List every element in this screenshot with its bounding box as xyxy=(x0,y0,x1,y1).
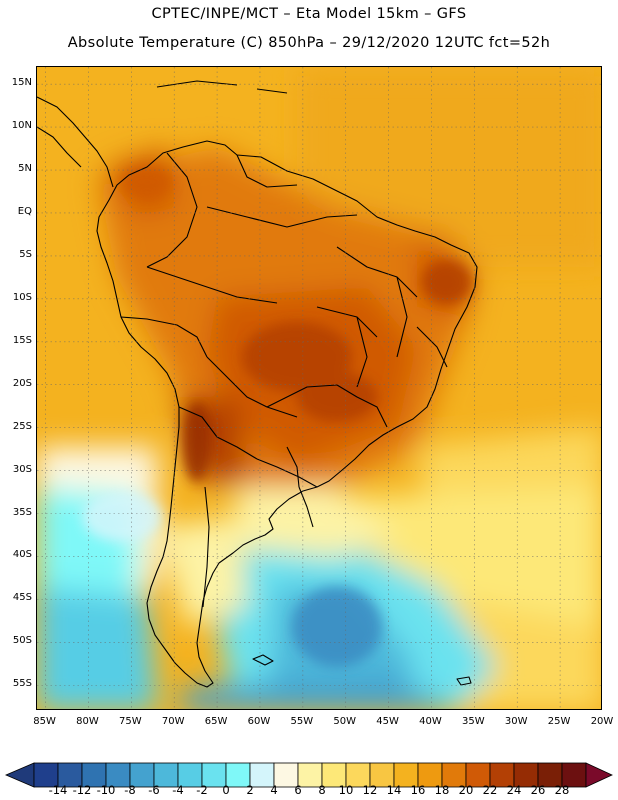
lon-tick-label: 85W xyxy=(33,716,56,727)
colorbar-swatch xyxy=(153,762,179,788)
colorbar-tick-label: 18 xyxy=(434,783,450,797)
colorbar-swatch xyxy=(105,762,131,788)
lat-tick-label: 15S xyxy=(12,334,32,346)
lon-tick-label: 75W xyxy=(119,716,142,727)
colorbar-swatch xyxy=(177,762,203,788)
lat-tick-label: 25S xyxy=(12,420,32,432)
lat-tick-label: 55S xyxy=(12,678,32,690)
lat-tick-label: 10S xyxy=(12,291,32,303)
lon-tick-label: 60W xyxy=(247,716,271,727)
colorbar-swatch xyxy=(225,762,251,788)
colorbar-swatch xyxy=(393,762,419,788)
lat-lon-grid xyxy=(37,67,601,709)
lon-tick-label: 45W xyxy=(376,716,399,727)
lat-tick-label: 5N xyxy=(18,163,32,175)
map-title: CPTEC/INPE/MCT – Eta Model 15km – GFS xyxy=(151,6,467,22)
lon-tick-label: 70W xyxy=(161,716,185,727)
lat-tick-label: 40S xyxy=(12,549,32,561)
lon-tick-label: 80W xyxy=(76,716,99,727)
colorbar-low-arrow xyxy=(4,762,35,788)
colorbar-tick-label: -6 xyxy=(148,783,160,797)
lon-tick-label: 50W xyxy=(333,716,357,727)
colorbar-tick-label: 28 xyxy=(554,783,570,797)
colorbar-swatch xyxy=(297,762,323,788)
colorbar-swatch xyxy=(81,762,107,788)
colorbar-tick-label: 0 xyxy=(222,783,230,797)
colorbar-swatch xyxy=(129,762,155,788)
colorbar-swatch xyxy=(57,762,83,788)
lat-tick-label: 30S xyxy=(12,463,32,475)
colorbar-high-arrow xyxy=(585,762,613,788)
colorbar-tick-label: 24 xyxy=(506,783,522,797)
map-panel[interactable] xyxy=(36,66,602,710)
colorbar-swatch xyxy=(369,762,395,788)
colorbar-swatch xyxy=(465,762,491,788)
colorbar-tick-label: -2 xyxy=(196,783,208,797)
colorbar-tick-label: -10 xyxy=(96,783,116,797)
lon-tick-label: 20W xyxy=(590,716,614,727)
colorbar-tick-label: -14 xyxy=(48,783,68,797)
lat-tick-label: 45S xyxy=(12,592,32,604)
lon-tick-label: 25W xyxy=(547,716,571,727)
temperature-map[interactable] xyxy=(37,67,602,710)
colorbar-swatch xyxy=(249,762,275,788)
lat-tick-label: 5S xyxy=(19,248,32,260)
colorbar-swatch xyxy=(417,762,443,788)
colorbar-swatch xyxy=(321,762,347,788)
colorbar-tick-label: 14 xyxy=(386,783,402,797)
coastline-outline xyxy=(37,80,478,688)
colorbar-tick-label: 10 xyxy=(338,783,354,797)
colorbar-tick-label: -8 xyxy=(124,783,136,797)
colorbar-svg xyxy=(4,762,613,788)
lat-tick-label: 20S xyxy=(12,377,32,389)
colorbar-tick-label: 4 xyxy=(270,783,278,797)
colorbar-tick-label: 20 xyxy=(458,783,474,797)
colorbar-swatch xyxy=(441,762,467,788)
colorbar-swatch xyxy=(513,762,539,788)
colorbar-tick-label: -12 xyxy=(72,783,92,797)
colorbar-tick-label: 12 xyxy=(362,783,378,797)
colorbar-tick-label: 2 xyxy=(246,783,254,797)
colorbar-tick-label: 16 xyxy=(410,783,426,797)
lat-tick-label: 15N xyxy=(11,77,32,89)
colorbar-tick-label: -4 xyxy=(172,783,184,797)
lon-tick-label: 40W xyxy=(419,716,442,727)
colorbar-swatch xyxy=(201,762,227,788)
lat-tick-label: 50S xyxy=(12,635,32,647)
lon-tick-label: 65W xyxy=(204,716,228,727)
map-subtitle: Absolute Temperature (C) 850hPa – 29/12/… xyxy=(67,35,551,51)
lat-tick-label: 10N xyxy=(11,120,32,132)
lat-tick-label: EQ xyxy=(17,205,32,217)
colorbar-tick-label: 6 xyxy=(294,783,302,797)
temperature-field xyxy=(37,67,601,709)
lon-tick-label: 35W xyxy=(462,716,485,727)
lon-tick-label: 30W xyxy=(504,716,528,727)
colorbar-swatch xyxy=(561,762,587,788)
lon-tick-label: 55W xyxy=(290,716,314,727)
colorbar-tick-label: 22 xyxy=(482,783,498,797)
colorbar-tick-label: 26 xyxy=(530,783,546,797)
lat-tick-label: 35S xyxy=(12,506,32,518)
colorbar-tick-label: 8 xyxy=(318,783,326,797)
